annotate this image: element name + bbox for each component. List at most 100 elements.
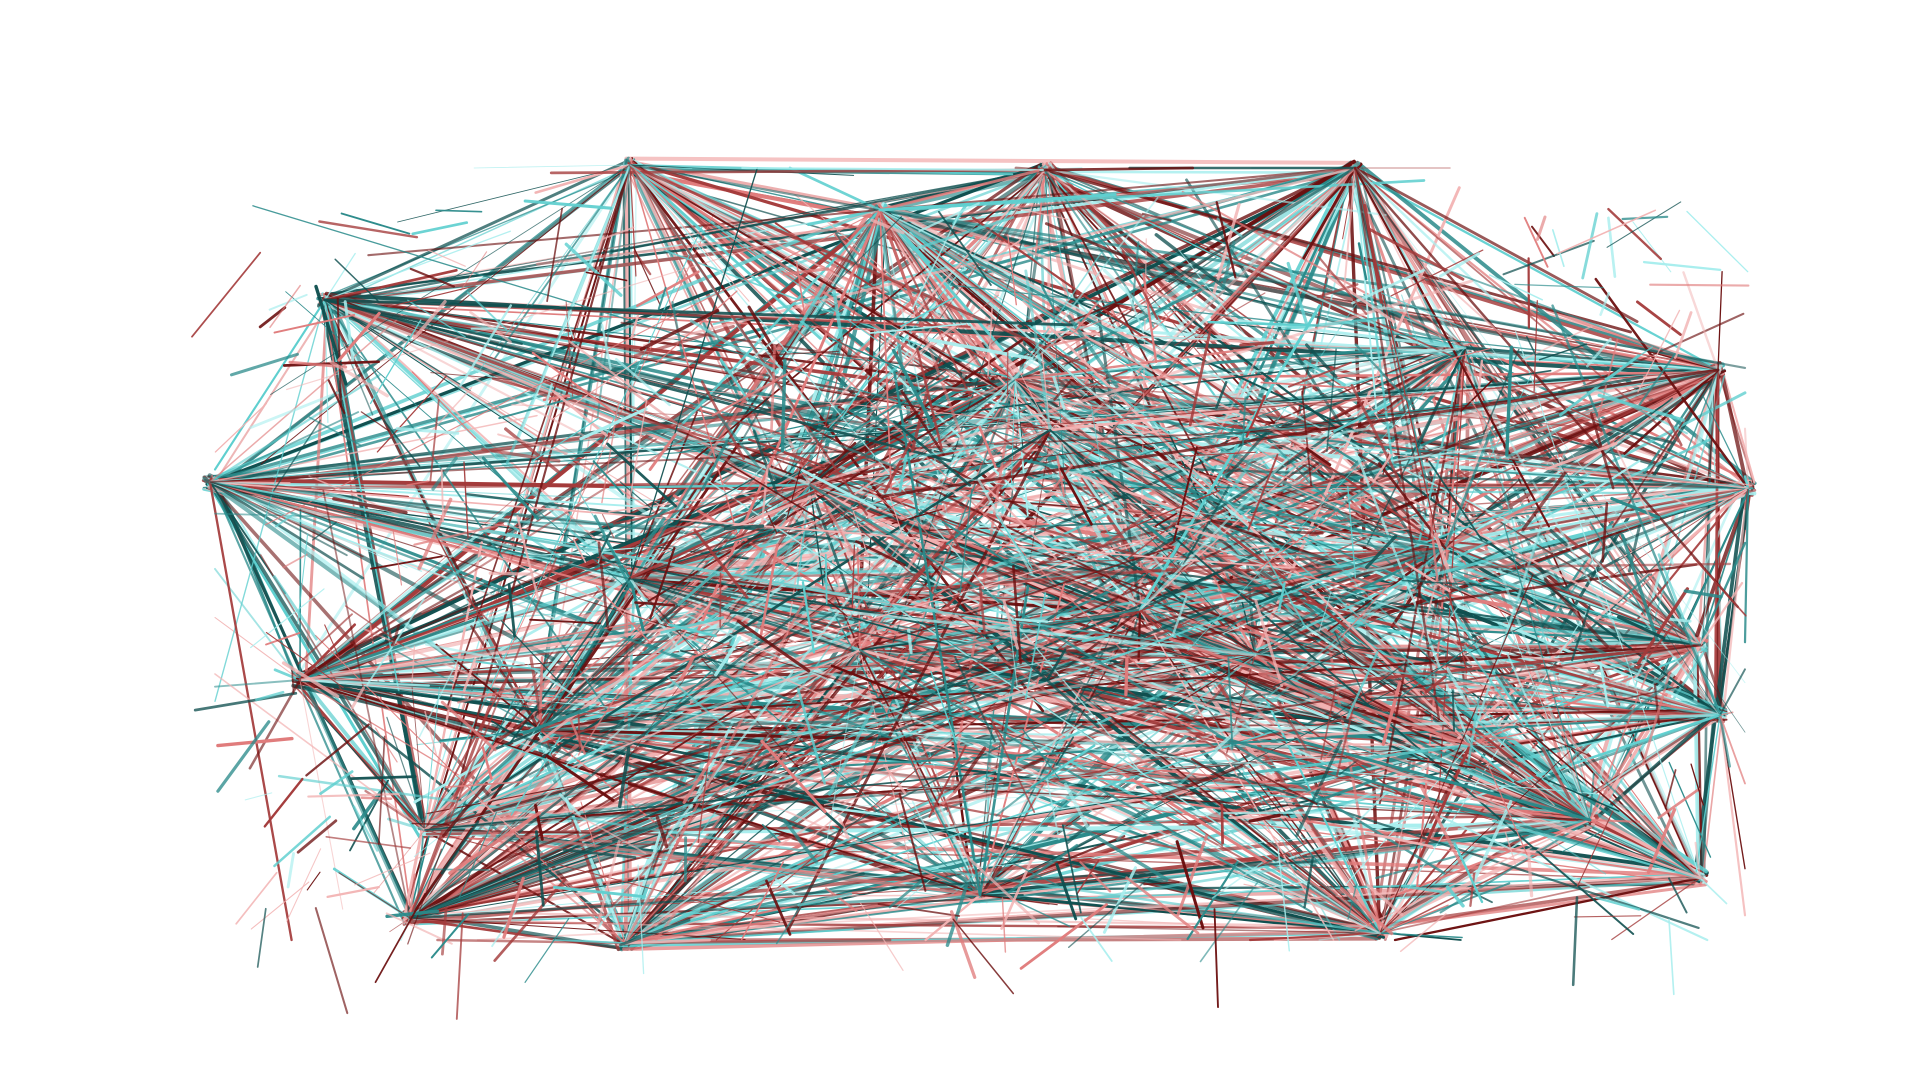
edge xyxy=(389,917,411,933)
edge xyxy=(600,531,612,553)
edge xyxy=(1301,565,1394,585)
edge xyxy=(323,268,458,302)
edge xyxy=(442,781,489,838)
edge xyxy=(1545,442,1618,471)
edge xyxy=(1301,390,1313,486)
edge xyxy=(1039,547,1446,564)
edge xyxy=(809,854,844,868)
edge xyxy=(1372,454,1392,484)
edge xyxy=(1460,379,1493,412)
edge xyxy=(1056,455,1066,498)
edge xyxy=(397,164,631,223)
edge xyxy=(1215,201,1237,279)
edge xyxy=(908,231,925,253)
edge xyxy=(209,314,404,483)
edge xyxy=(1464,391,1498,439)
edge xyxy=(1531,225,1555,257)
edge xyxy=(191,251,262,338)
edge xyxy=(562,806,647,854)
edge xyxy=(594,839,621,933)
edge xyxy=(1609,686,1680,703)
edge xyxy=(1067,876,1151,948)
edge xyxy=(408,873,417,920)
edge xyxy=(1614,397,1673,443)
edge xyxy=(1372,846,1411,853)
edge xyxy=(1502,239,1595,276)
edge xyxy=(1178,249,1245,335)
edge xyxy=(1485,760,1528,856)
edge xyxy=(995,514,1033,569)
edge xyxy=(558,793,581,816)
edge xyxy=(423,541,483,832)
edge xyxy=(1595,896,1641,911)
edge xyxy=(1335,698,1357,777)
edge xyxy=(321,167,1052,301)
edge xyxy=(700,439,729,492)
edge xyxy=(431,456,458,491)
edge xyxy=(706,479,1381,934)
edge xyxy=(324,299,986,495)
edge xyxy=(1017,901,1071,928)
edge xyxy=(1124,489,1220,531)
edge xyxy=(628,163,915,353)
edge xyxy=(1379,886,1590,934)
edge xyxy=(524,918,570,983)
edge xyxy=(900,389,945,456)
edge xyxy=(852,375,950,432)
edge xyxy=(786,466,802,520)
edge xyxy=(888,879,923,909)
edge xyxy=(1001,897,1007,953)
edge xyxy=(970,841,1060,887)
edge xyxy=(760,464,769,528)
edge xyxy=(1233,765,1381,934)
edge xyxy=(193,691,298,712)
edge xyxy=(250,588,325,649)
edge xyxy=(274,513,295,528)
edge xyxy=(408,860,1318,920)
edge xyxy=(1717,271,1723,371)
edge xyxy=(679,649,759,675)
edge xyxy=(628,163,1080,438)
edge xyxy=(1692,639,1701,874)
edge xyxy=(593,514,632,589)
edge xyxy=(1702,395,1749,489)
edge xyxy=(1404,562,1451,593)
edge xyxy=(931,731,987,735)
edge xyxy=(305,723,370,777)
edge xyxy=(323,298,713,436)
edge xyxy=(441,906,448,956)
edge xyxy=(1318,591,1332,632)
edge xyxy=(1157,710,1205,735)
edge xyxy=(1503,522,1591,821)
edge xyxy=(498,394,583,420)
edge xyxy=(430,868,490,871)
edge xyxy=(1305,447,1332,467)
edge xyxy=(354,852,431,886)
edge xyxy=(208,480,890,604)
edge xyxy=(1243,883,1322,901)
edge xyxy=(522,707,590,735)
edge xyxy=(1246,564,1257,657)
edge xyxy=(324,299,607,709)
edge xyxy=(1393,876,1702,942)
edge xyxy=(879,209,892,490)
edge xyxy=(835,232,858,266)
edge xyxy=(324,292,634,574)
edge xyxy=(1254,599,1284,688)
edge xyxy=(1606,201,1682,248)
edge xyxy=(1129,518,1212,614)
edge xyxy=(1175,840,1205,930)
edge xyxy=(1719,668,1746,716)
edge xyxy=(1599,661,1610,708)
edge xyxy=(935,508,968,561)
edge xyxy=(1453,842,1484,904)
edge xyxy=(544,383,553,409)
edge xyxy=(1257,842,1308,868)
edge xyxy=(409,267,456,288)
edge xyxy=(1115,551,1257,657)
edge xyxy=(1505,426,1562,459)
edge xyxy=(209,481,1291,569)
edge xyxy=(406,741,1469,926)
edge xyxy=(1390,249,1484,297)
edge xyxy=(869,322,967,334)
